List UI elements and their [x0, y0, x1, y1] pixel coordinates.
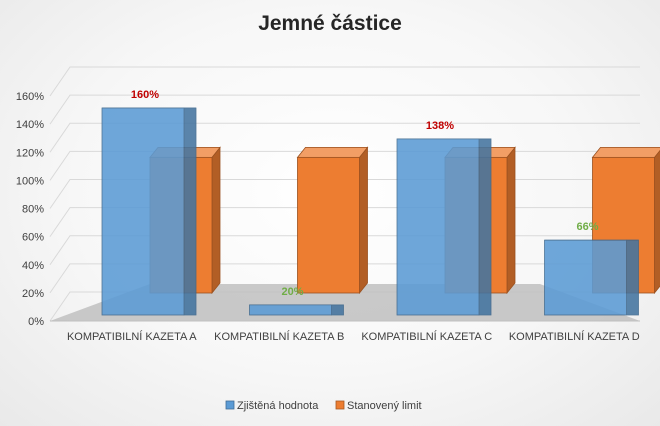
data-labels: 160% 20% 138% 66% [131, 89, 599, 298]
y-tick-label: 100% [16, 175, 44, 187]
legend-swatch [335, 400, 345, 410]
y-tick-label: 120% [16, 147, 44, 159]
data-label: 138% [426, 120, 454, 132]
measured-bar [544, 239, 639, 316]
data-label: 66% [576, 221, 598, 233]
y-axis: 0% 20% 40% 60% 80% 100% 120% 140% 160% [16, 91, 44, 328]
measured-bar [101, 107, 197, 316]
legend-label: Stanovený limit [347, 400, 422, 412]
bar-top [591, 146, 660, 158]
category-label: KOMPATIBILNÍ KAZETA A [67, 330, 197, 343]
y-tick-label: 60% [22, 232, 44, 244]
bar-side [183, 107, 197, 316]
category-label: KOMPATIBILNÍ KAZETA D [509, 330, 640, 343]
chart-title: Jemné částice [258, 12, 402, 35]
bar-front [101, 107, 185, 316]
bar-side [211, 146, 221, 295]
y-tick-label: 140% [16, 119, 44, 131]
y-tick-label: 160% [16, 91, 44, 103]
bar-side [359, 146, 368, 295]
gridlines [49, 66, 640, 322]
bar-top [296, 146, 369, 158]
bar-side [331, 304, 344, 316]
gridline [49, 94, 640, 125]
y-tick-label: 80% [22, 204, 44, 216]
data-label: 20% [281, 286, 303, 298]
gridline [49, 66, 640, 97]
bar-side [654, 149, 660, 295]
category-label: KOMPATIBILNÍ KAZETA B [214, 330, 344, 343]
x-axis-labels: KOMPATIBILNÍ KAZETA A KOMPATIBILNÍ KAZETA… [67, 330, 640, 343]
bar-front [249, 304, 332, 316]
bar-side [626, 239, 639, 316]
measured-bar [396, 138, 492, 316]
bar-side [478, 138, 492, 316]
y-tick-label: 0% [28, 316, 44, 328]
bar-front [396, 138, 480, 316]
data-label: 160% [131, 89, 159, 101]
category-label: KOMPATIBILNÍ KAZETA C [361, 330, 492, 343]
bar-side [506, 146, 516, 295]
measured-bar [249, 304, 344, 316]
legend-swatch [225, 400, 235, 410]
bar-front [297, 156, 360, 294]
legend: Zjištěná hodnota Stanovený limit [225, 400, 422, 412]
bars [101, 107, 660, 316]
y-tick-label: 40% [22, 260, 44, 272]
gridline [49, 122, 640, 153]
bar-front [544, 239, 627, 316]
y-tick-label: 20% [22, 288, 44, 300]
legend-label: Zjištěná hodnota [237, 400, 319, 412]
limit-bar [296, 146, 369, 295]
